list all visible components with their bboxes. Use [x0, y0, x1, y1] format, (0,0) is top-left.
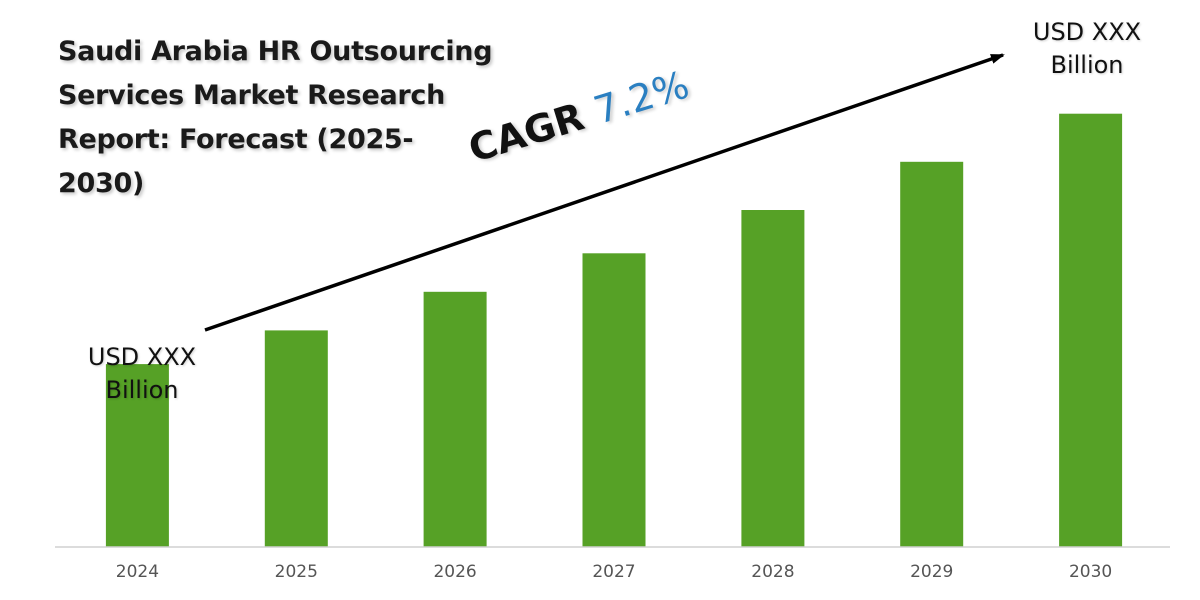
bar-2030: [1059, 113, 1123, 547]
x-tick-label-2029: 2029: [910, 562, 953, 582]
x-tick-labels: 2024 2025 2026 2027 2028 2029 2030: [116, 562, 1112, 582]
bar-2027: [582, 253, 646, 548]
end-value-line-1: USD XXX: [1032, 18, 1142, 46]
end-value-line-2: Billion: [1050, 51, 1124, 79]
chart-title: Saudi Arabia HR Outsourcing Services Mar…: [58, 36, 493, 199]
x-tick-label-2027: 2027: [592, 562, 635, 582]
bar-2028: [741, 210, 805, 547]
bar-2029: [900, 161, 964, 548]
bar-2024: [105, 364, 169, 547]
start-value-label: USD XXX Billion: [62, 341, 222, 407]
bar-2025: [264, 330, 328, 547]
x-tick-label-2024: 2024: [116, 562, 159, 582]
end-value-label: USD XXX Billion: [1007, 16, 1167, 82]
start-value-line-1: USD XXX: [87, 343, 197, 371]
x-tick-label-2025: 2025: [275, 562, 318, 582]
bars-group: [105, 113, 1123, 548]
x-tick-label-2030: 2030: [1069, 562, 1112, 582]
bar-2026: [423, 291, 487, 547]
start-value-line-2: Billion: [105, 376, 179, 404]
cagr-arrow: [204, 53, 1005, 332]
x-tick-label-2026: 2026: [433, 562, 476, 582]
x-tick-label-2028: 2028: [751, 562, 794, 582]
